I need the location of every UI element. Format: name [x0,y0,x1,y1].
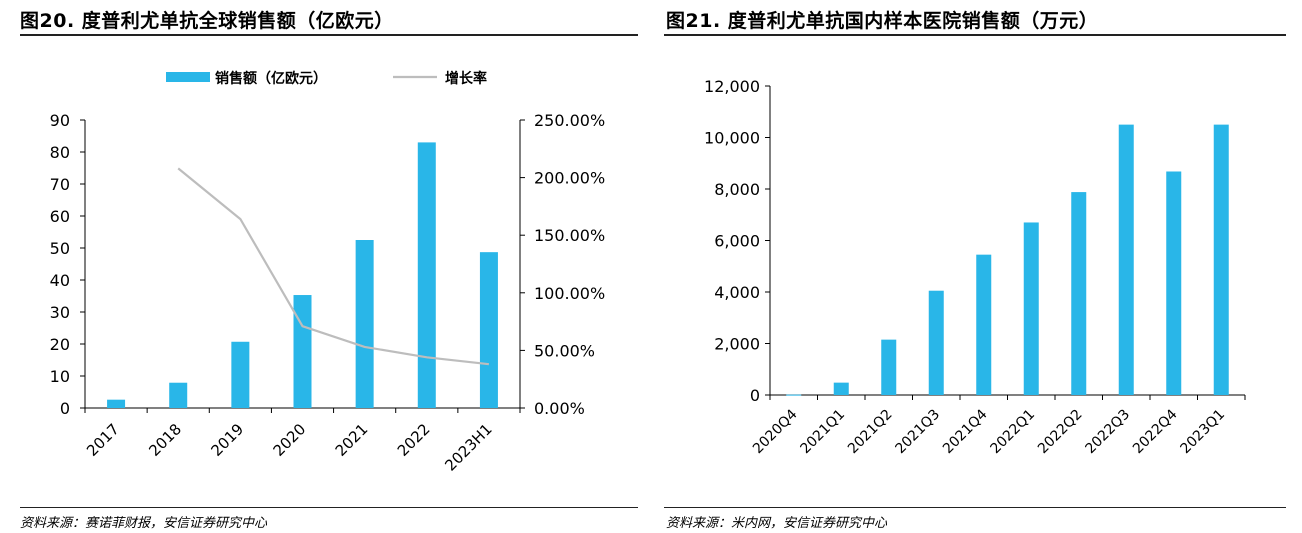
x-tick-label: 2021Q2 [845,407,896,458]
x-tick-label: 2021Q3 [892,407,943,458]
bar [1166,171,1182,395]
y-tick-label: 90 [50,111,70,130]
x-tick-label: 2022Q2 [1035,407,1086,458]
y-tick-label: 20 [50,335,70,354]
bar [107,399,126,408]
y-tick-label: 80 [50,143,70,162]
x-tick-label: 2022Q1 [987,407,1038,458]
bar-chart-hospital-sales: 02,0004,0006,0008,00010,00012,0002020Q42… [704,77,1246,458]
bar [355,240,374,408]
bar [786,394,802,396]
y-tick-label: 70 [50,175,70,194]
bar [928,290,944,395]
bar [881,339,897,395]
y2-tick-label: 0.00% [534,399,585,418]
x-tick-label: 2023Q1 [1177,407,1228,458]
y-tick-label: 8,000 [714,180,760,199]
source-note: 资料来源：赛诺菲财报，安信证券研究中心 [20,516,268,531]
y2-tick-label: 150.00% [534,226,605,245]
y-tick-label: 10 [50,367,70,386]
y-tick-label: 4,000 [714,283,760,302]
y-tick-label: 12,000 [704,77,760,96]
x-tick-label: 2022Q3 [1082,407,1133,458]
bar-line-chart-global-sales: 0 10 20 30 40 50 60 70 80 90 0.00% 50.00% 100.00% 150… [50,70,606,475]
bar [1118,124,1134,395]
x-tick-label: 2021 [332,420,372,460]
title-rule [20,34,638,36]
growth-line [177,167,490,366]
legend-label: 销售额（亿欧元） [215,70,327,87]
y-tick-label: 6,000 [714,232,760,251]
x-tick-label: 2017 [83,420,123,460]
x-tick-label: 2022Q4 [1130,406,1181,457]
y-tick-label: 0 [750,386,760,405]
bar [417,142,436,408]
bar [833,382,849,395]
legend-swatch-bar [166,72,210,82]
y-tick-label: 30 [50,303,70,322]
source-rule [20,507,638,508]
chart-panel-hospital-sales: 图21. 度普利尤单抗国内样本医院销售额（万元） 0 2,000 4,000 6,00… [664,0,1302,533]
x-tick-label: 2020Q4 [750,406,801,457]
bar [293,295,312,408]
bar [1023,222,1039,395]
x-tick-label: 2019 [207,420,247,460]
bar [976,254,992,395]
bar [1071,192,1087,395]
y-tick-label: 50 [50,239,70,258]
legend-label: 增长率 [445,70,487,87]
bar [1213,124,1229,395]
source-rule [664,507,1286,508]
y2-tick-label: 200.00% [534,169,605,188]
x-tick-label: 2020 [270,420,310,460]
y2-tick-label: 50.00% [534,341,595,360]
y-tick-label: 10,000 [704,129,760,148]
bar [169,382,188,408]
x-tick-label: 2022 [394,420,434,460]
y2-tick-label: 100.00% [534,284,605,303]
source-note: 资料来源：米内网，安信证券研究中心 [666,516,888,531]
x-tick-label: 2023H1 [441,420,495,474]
chart-panel-global-sales: 图20. 度普利尤单抗全球销售额（亿欧元） 0 10 20 30 40 50 60 70 80 9… [0,0,640,533]
y2-tick-label: 250.00% [534,111,605,130]
bar [231,341,250,408]
bar [479,252,498,408]
y-tick-label: 0 [60,399,70,418]
x-tick-label: 2021Q4 [940,406,991,457]
x-tick-label: 2018 [145,420,185,460]
figure-title: 图20. 度普利尤单抗全球销售额（亿欧元） [20,10,394,32]
figure-title: 图21. 度普利尤单抗国内样本医院销售额（万元） [666,10,1099,32]
y-tick-label: 2,000 [714,335,760,354]
title-rule [664,34,1286,36]
y-tick-label: 60 [50,207,70,226]
y-tick-label: 40 [50,271,70,290]
x-tick-label: 2021Q1 [797,407,848,458]
